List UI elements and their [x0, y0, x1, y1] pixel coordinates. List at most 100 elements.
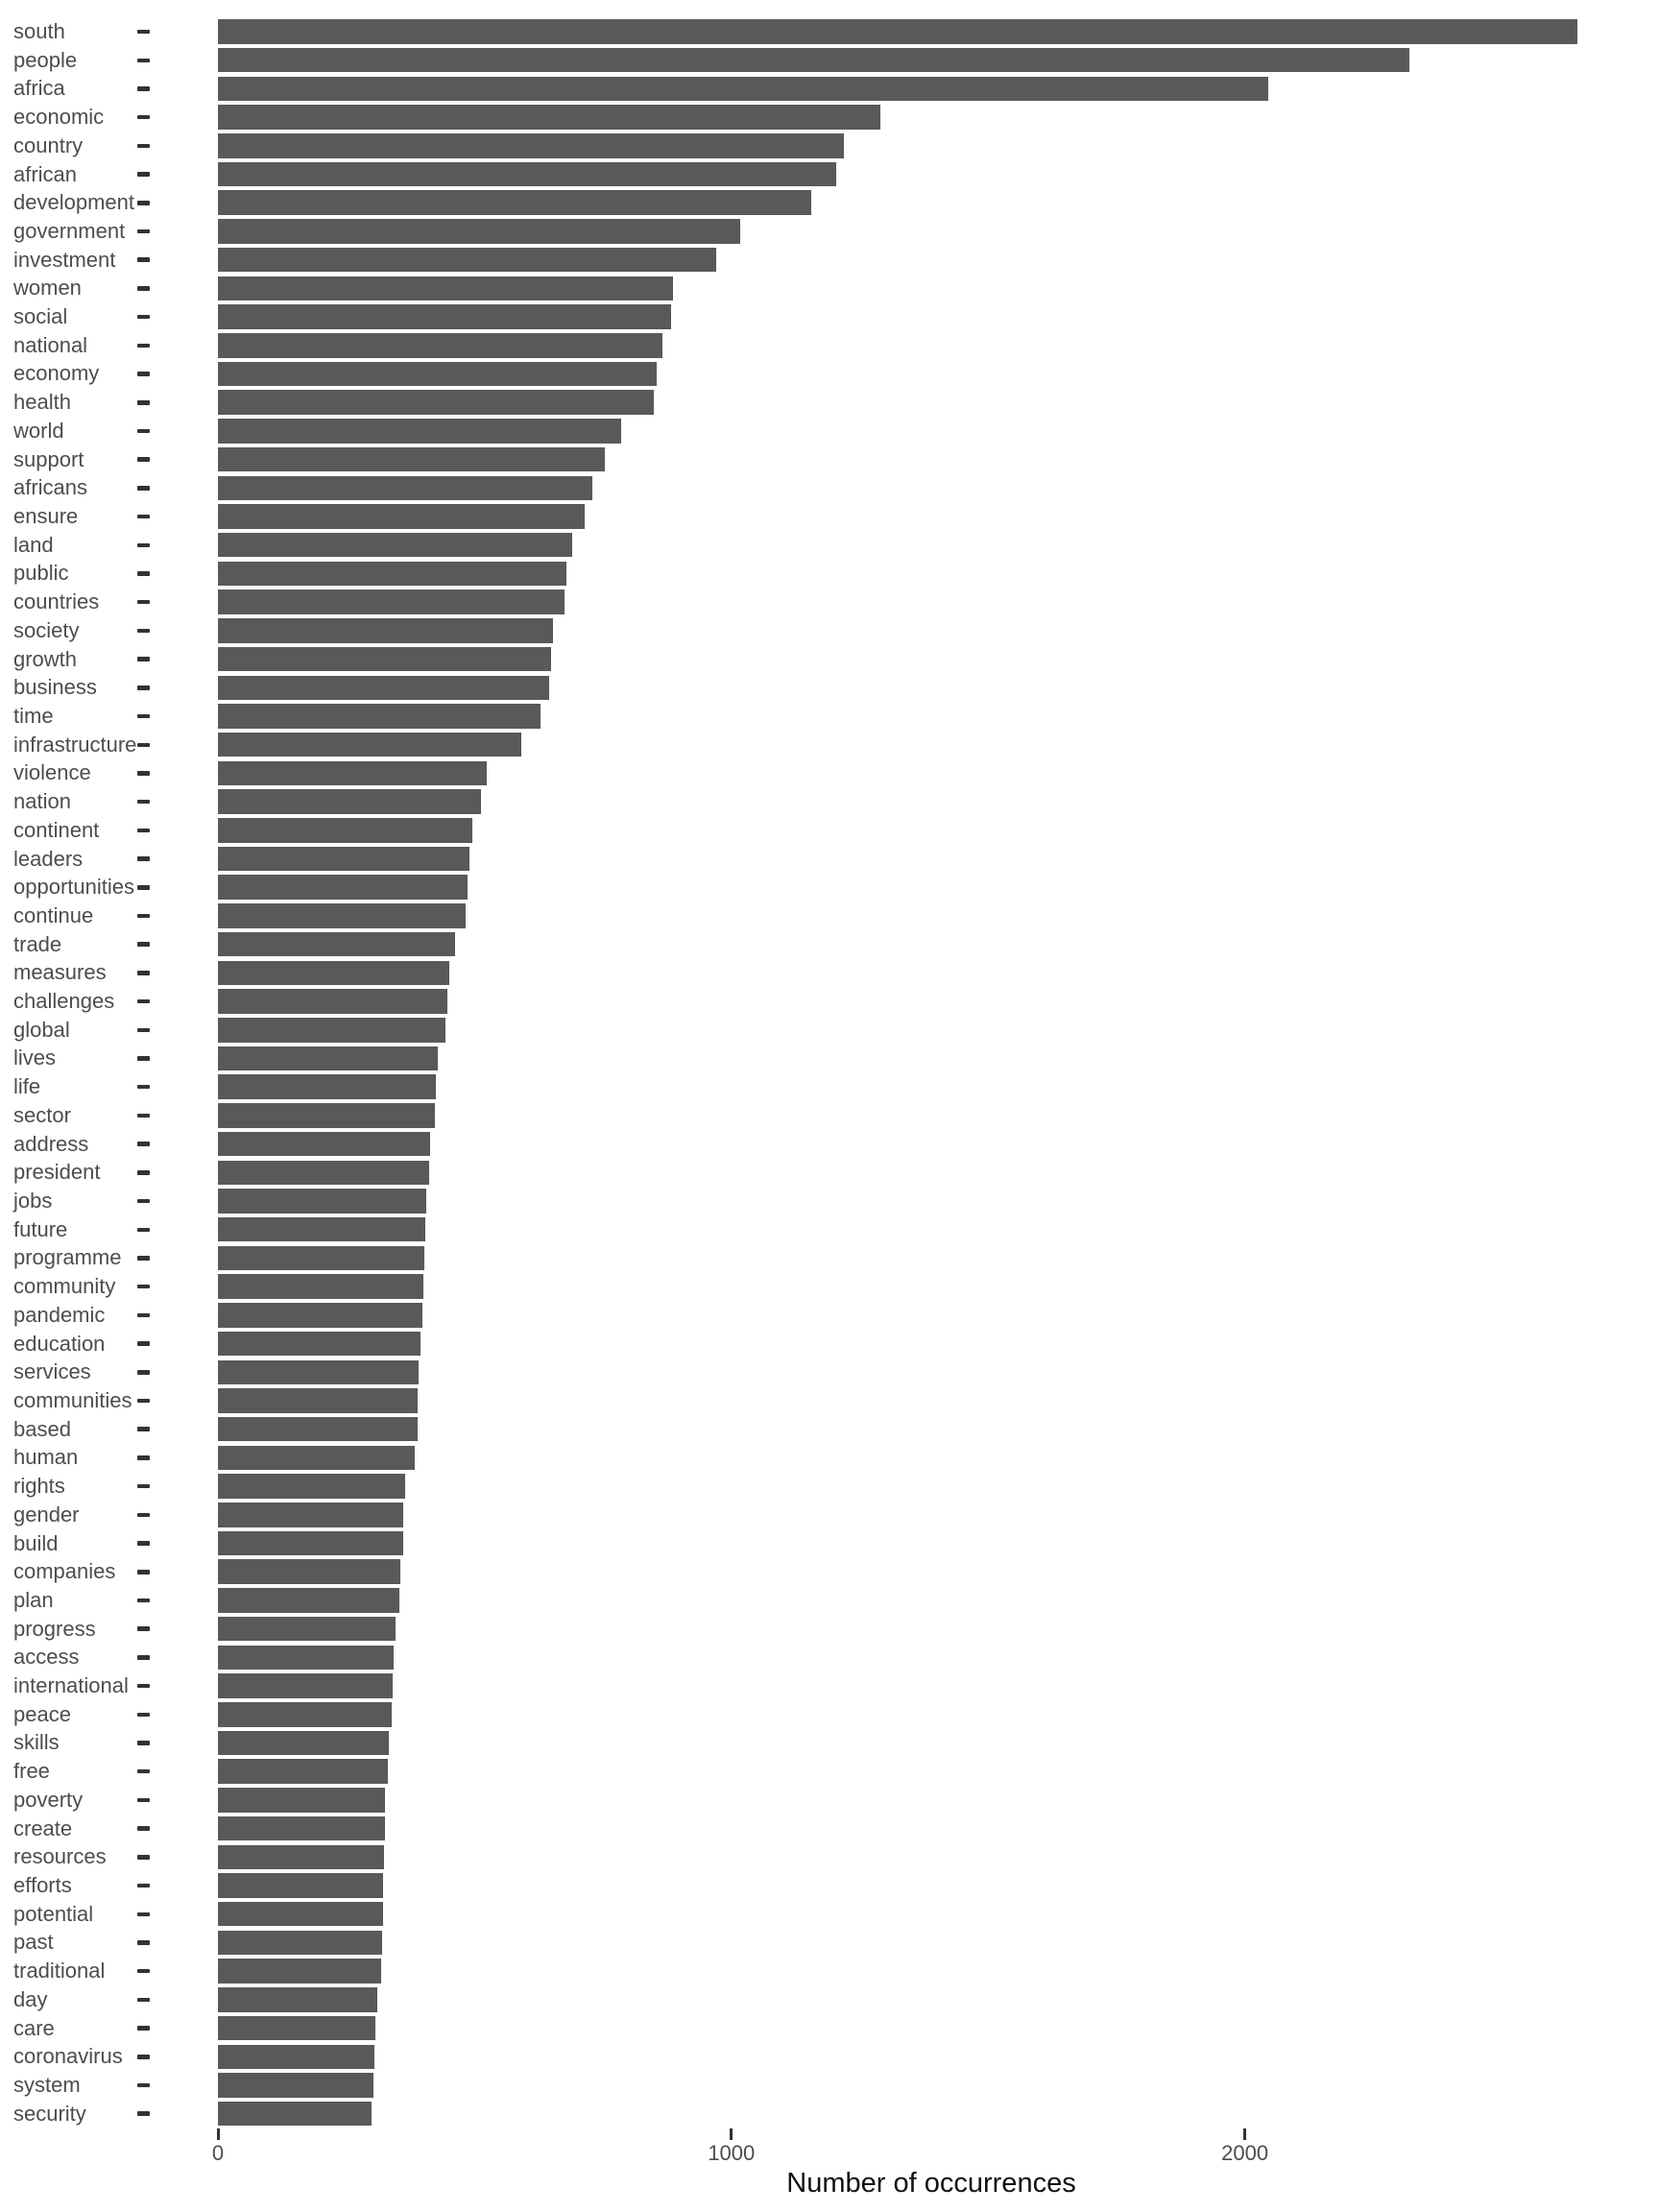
x-axis-tick — [1243, 2128, 1247, 2140]
category-label: health — [13, 390, 71, 415]
bar — [218, 1474, 406, 1499]
category-label: growth — [13, 646, 78, 671]
y-axis-tick — [137, 2111, 150, 2116]
category-label: economic — [13, 105, 105, 130]
y-axis-tick — [137, 1655, 150, 1660]
y-axis-tick — [137, 1084, 150, 1090]
category-label: traditional — [13, 1959, 106, 1984]
bar — [218, 1673, 394, 1698]
bar — [218, 1730, 390, 1756]
y-axis-tick — [137, 457, 150, 462]
y-axis-tick — [137, 628, 150, 634]
bar — [218, 475, 592, 501]
y-axis-tick — [137, 1341, 150, 1346]
bar — [218, 1503, 404, 1527]
category-label: social — [13, 304, 68, 329]
y-axis-tick — [137, 998, 150, 1004]
bar — [218, 190, 811, 215]
category-label: jobs — [13, 1189, 53, 1214]
category-label: care — [13, 2015, 55, 2040]
bar — [218, 903, 466, 928]
y-axis-tick — [137, 1113, 150, 1118]
y-axis-tick — [137, 1683, 150, 1689]
category-label: international — [13, 1673, 129, 1698]
bar — [218, 133, 845, 158]
y-axis-tick — [137, 1626, 150, 1631]
y-axis-tick — [137, 1598, 150, 1603]
bar — [218, 1189, 426, 1214]
y-axis-tick — [137, 542, 150, 548]
y-axis-tick — [137, 1198, 150, 1204]
y-axis-tick — [137, 1712, 150, 1718]
bar — [218, 1303, 423, 1328]
bar — [218, 47, 1409, 73]
bar — [218, 1901, 383, 1927]
category-label: pandemic — [13, 1302, 106, 1327]
x-axis-tick — [730, 2128, 733, 2140]
bar — [218, 532, 572, 558]
category-label: free — [13, 1759, 50, 1784]
bar — [218, 1046, 439, 1071]
y-axis-tick — [137, 172, 150, 177]
category-label: education — [13, 1331, 106, 1356]
y-axis-tick — [137, 856, 150, 861]
category-label: development — [13, 190, 134, 215]
category-label: day — [13, 1986, 48, 2011]
category-label: national — [13, 332, 88, 357]
category-label: ensure — [13, 504, 79, 529]
bar — [218, 304, 671, 329]
category-label: services — [13, 1359, 91, 1384]
y-axis-tick — [137, 571, 150, 576]
y-axis-tick — [137, 1398, 150, 1404]
category-label: public — [13, 561, 69, 586]
bar — [218, 1245, 424, 1271]
category-label: continent — [13, 817, 100, 842]
y-axis-tick — [137, 913, 150, 919]
bar — [218, 1445, 416, 1471]
y-axis-tick — [137, 343, 150, 349]
y-axis-tick — [137, 257, 150, 262]
y-axis-tick — [137, 1142, 150, 1146]
bar — [218, 1788, 386, 1813]
bar — [218, 704, 541, 729]
y-axis-tick — [137, 1968, 150, 1974]
category-label: coronavirus — [13, 2044, 123, 2069]
y-axis-tick — [137, 1741, 150, 1745]
y-axis-tick — [137, 1483, 150, 1489]
y-axis-tick — [137, 771, 150, 776]
category-label: president — [13, 1160, 101, 1185]
bar — [218, 1160, 430, 1186]
category-label: human — [13, 1445, 79, 1470]
y-axis-tick — [137, 372, 150, 376]
y-axis-tick — [137, 828, 150, 833]
bar — [218, 2073, 373, 2098]
bar — [218, 760, 487, 786]
y-axis-tick — [137, 314, 150, 320]
category-label: business — [13, 675, 97, 700]
bar — [218, 960, 450, 986]
category-label: violence — [13, 760, 91, 785]
y-axis-tick — [137, 228, 150, 234]
bar — [218, 1331, 421, 1357]
category-label: society — [13, 617, 80, 642]
category-label: progress — [13, 1616, 96, 1641]
y-axis-tick — [137, 1768, 150, 1774]
category-label: leaders — [13, 846, 84, 871]
category-label: investment — [13, 247, 116, 272]
category-label: access — [13, 1645, 80, 1670]
bar — [218, 390, 655, 415]
y-axis-tick — [137, 514, 150, 519]
bar — [218, 732, 521, 757]
bar — [218, 1616, 397, 1642]
y-axis-tick — [137, 29, 150, 35]
bar — [218, 361, 658, 387]
y-axis-tick — [137, 1541, 150, 1546]
category-label: country — [13, 132, 84, 157]
y-axis-tick — [137, 1826, 150, 1831]
category-label: past — [13, 1930, 54, 1955]
category-label: land — [13, 532, 54, 557]
y-axis-tick — [137, 1170, 150, 1175]
y-axis-tick — [137, 1512, 150, 1518]
bar — [218, 1216, 426, 1242]
category-label: challenges — [13, 989, 115, 1014]
